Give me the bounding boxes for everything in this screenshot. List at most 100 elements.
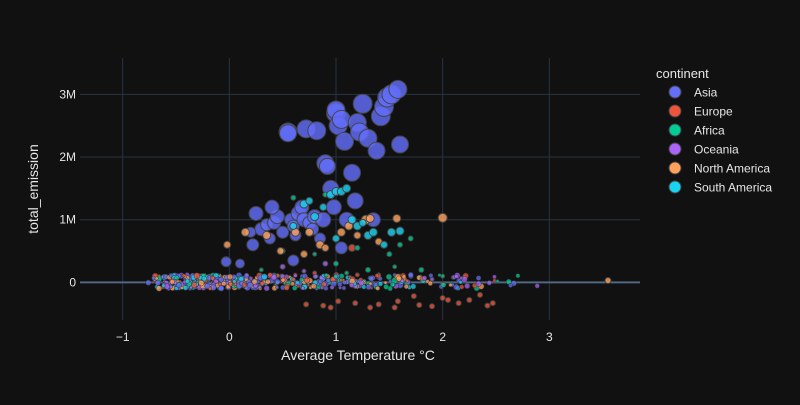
data-point[interactable]	[386, 251, 393, 258]
data-point[interactable]	[368, 227, 378, 237]
data-point[interactable]	[310, 212, 320, 222]
legend-item[interactable]: Africa	[668, 123, 725, 138]
data-point[interactable]	[287, 254, 300, 267]
data-point[interactable]	[392, 264, 398, 270]
data-point[interactable]	[416, 301, 423, 308]
legend-item[interactable]: Asia	[668, 85, 718, 100]
data-point[interactable]	[279, 263, 286, 270]
data-point	[427, 280, 433, 286]
data-point[interactable]	[391, 304, 398, 311]
data-point[interactable]	[333, 260, 339, 267]
data-point[interactable]	[246, 238, 260, 252]
data-point[interactable]	[305, 196, 314, 205]
data-point[interactable]	[289, 221, 298, 230]
data-point[interactable]	[388, 79, 408, 99]
data-point[interactable]	[439, 295, 446, 302]
data-point[interactable]	[445, 296, 451, 303]
legend: continent Asia Europe Africa Oceania North A…	[656, 66, 772, 195]
data-point[interactable]	[407, 235, 414, 242]
legend-marker	[668, 142, 682, 156]
data-point[interactable]	[395, 226, 405, 236]
data-point[interactable]	[318, 157, 336, 175]
data-point[interactable]	[358, 218, 367, 227]
data-point[interactable]	[410, 293, 417, 300]
data-point[interactable]	[248, 205, 264, 221]
data-point[interactable]	[320, 302, 327, 309]
legend-label: Asia	[694, 86, 718, 100]
data-point[interactable]	[354, 244, 361, 251]
data-point	[383, 280, 388, 285]
data-point[interactable]	[353, 231, 362, 240]
legend-item[interactable]: Europe	[668, 104, 733, 119]
legend-item[interactable]: Oceania	[668, 142, 739, 157]
data-point[interactable]	[223, 240, 232, 249]
data-point	[329, 284, 335, 290]
data-point[interactable]	[300, 250, 308, 259]
data-point[interactable]	[262, 230, 272, 240]
data-point[interactable]	[367, 304, 374, 311]
data-point[interactable]	[325, 199, 342, 216]
data-point[interactable]	[489, 300, 496, 307]
data-point[interactable]	[264, 199, 280, 215]
data-point[interactable]	[290, 194, 297, 201]
data-point[interactable]	[477, 291, 483, 298]
data-point[interactable]	[367, 141, 386, 160]
data-point[interactable]	[380, 240, 388, 249]
data-point[interactable]	[258, 267, 264, 273]
data-point[interactable]	[394, 298, 401, 305]
data-point[interactable]	[455, 300, 462, 307]
data-point[interactable]	[429, 303, 435, 310]
data-point[interactable]	[332, 234, 340, 243]
legend-item[interactable]: North America	[668, 161, 770, 176]
data-point	[299, 277, 304, 283]
data-point[interactable]	[276, 225, 290, 239]
data-point[interactable]	[235, 258, 245, 269]
data-point[interactable]	[347, 215, 357, 225]
data-point[interactable]	[336, 227, 346, 237]
data-point	[492, 278, 497, 283]
data-point	[323, 285, 329, 291]
legend-item[interactable]: South America	[668, 180, 772, 195]
data-point[interactable]	[276, 247, 285, 256]
data-point[interactable]	[303, 301, 310, 308]
data-point[interactable]	[335, 131, 355, 151]
legend-items: Asia Europe Africa Oceania North America Sout…	[668, 85, 772, 195]
data-point[interactable]	[334, 241, 348, 255]
data-point[interactable]	[312, 251, 318, 257]
data-point[interactable]	[331, 109, 351, 129]
data-point	[342, 280, 347, 285]
data-point[interactable]	[386, 227, 396, 237]
data-point[interactable]	[343, 163, 361, 182]
data-point[interactable]	[327, 304, 334, 311]
data-point[interactable]	[429, 276, 435, 282]
data-point[interactable]	[240, 227, 250, 237]
data-point	[365, 284, 372, 290]
data-point[interactable]	[220, 256, 232, 268]
data-point[interactable]	[335, 298, 342, 305]
data-point[interactable]	[322, 260, 329, 267]
data-point[interactable]	[319, 203, 328, 212]
data-point[interactable]	[352, 93, 373, 114]
data-point[interactable]	[418, 266, 425, 273]
data-point[interactable]	[342, 183, 352, 193]
data-point[interactable]	[484, 302, 491, 309]
data-point[interactable]	[321, 243, 330, 252]
data-point[interactable]	[437, 212, 448, 223]
data-point[interactable]	[301, 268, 307, 274]
data-point[interactable]	[344, 270, 350, 276]
data-point[interactable]	[352, 300, 359, 307]
data-point[interactable]	[466, 296, 473, 303]
data-point[interactable]	[304, 227, 314, 237]
data-point[interactable]	[375, 301, 382, 308]
data-point[interactable]	[397, 241, 403, 248]
data-point[interactable]	[365, 213, 375, 223]
data-point[interactable]	[279, 124, 297, 143]
data-point[interactable]	[365, 266, 371, 273]
data-point[interactable]	[354, 272, 360, 278]
data-point	[218, 285, 225, 292]
data-point[interactable]	[391, 135, 409, 154]
data-point[interactable]	[346, 192, 364, 210]
data-point[interactable]	[307, 121, 327, 141]
data-point[interactable]	[392, 213, 402, 223]
data-point[interactable]	[604, 277, 612, 285]
